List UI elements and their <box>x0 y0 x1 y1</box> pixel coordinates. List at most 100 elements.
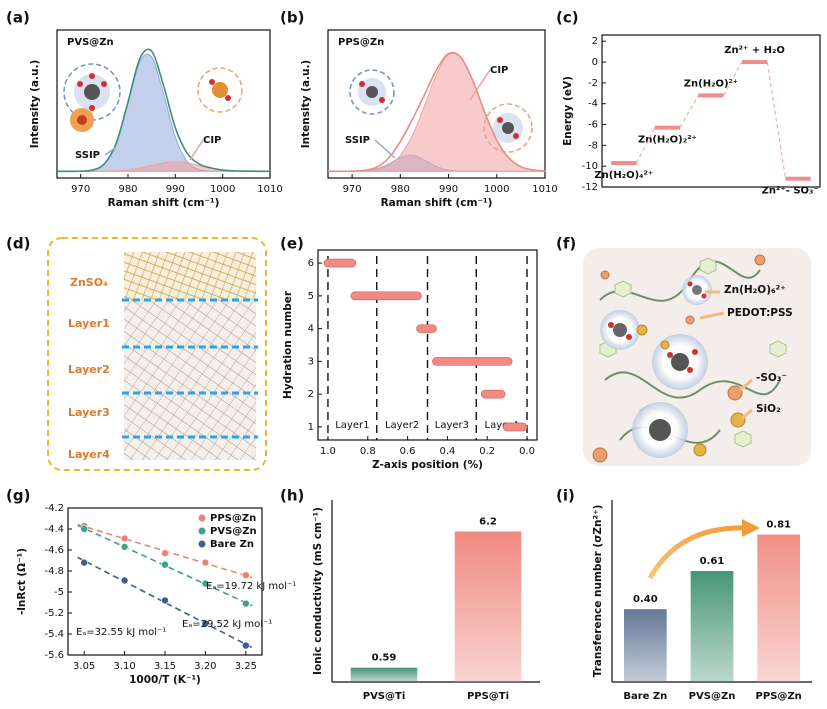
x-axis-label: 1000/T (K⁻¹) <box>129 674 201 686</box>
level-label: Zn(H₂O)₂²⁺ <box>638 135 697 146</box>
structure-sketch <box>583 248 811 466</box>
panel-label: (b) <box>280 9 304 27</box>
y-tick-label: -6 <box>588 120 598 131</box>
y-tick-label: 3 <box>308 356 314 367</box>
x-tick-label: 3.15 <box>154 661 176 672</box>
trend-arrow <box>647 525 749 580</box>
md-snapshot <box>47 237 267 471</box>
y-tick-label: -12 <box>582 182 598 193</box>
level-label: Zn(H₂O)₄²⁺ <box>594 170 653 181</box>
component-label: -SO₃⁻ <box>756 372 787 384</box>
activation-energy: Eₐ=19.72 kJ mol⁻¹ <box>206 581 296 592</box>
x-tick-label: 990 <box>439 184 458 195</box>
band-area <box>57 161 271 172</box>
panel-title: PVS@Zn <box>67 37 114 48</box>
hydration-segment <box>480 389 506 399</box>
data-point <box>201 579 210 588</box>
y-tick-label: -5.4 <box>44 629 64 640</box>
panel-label: (h) <box>280 487 304 505</box>
y-tick-label: 1 <box>308 422 314 433</box>
y-axis-label: Hydration number <box>282 290 294 399</box>
x-tick-label: 990 <box>166 184 185 195</box>
value-label: 0.81 <box>766 520 791 531</box>
y-tick-label: -5.2 <box>44 608 64 619</box>
x-tick-label: 0.6 <box>400 446 416 457</box>
region-label: Layer4 <box>485 420 519 431</box>
x-tick-label: PVS@Ti <box>363 691 406 702</box>
y-tick-label: -4.4 <box>44 524 64 535</box>
layer-label: Layer2 <box>68 363 110 376</box>
x-tick-label: 0.2 <box>479 446 495 457</box>
y-tick-label: -4.2 <box>44 503 64 514</box>
data-point <box>201 558 210 567</box>
value-label: 0.40 <box>633 594 658 605</box>
y-tick-label: 2 <box>308 389 314 400</box>
data-point <box>120 534 129 543</box>
value-label: 0.59 <box>372 653 397 664</box>
legend-marker <box>198 527 206 535</box>
data-point <box>242 599 250 608</box>
panel-label: (f) <box>556 235 576 253</box>
x-tick-label: 0.8 <box>360 446 376 457</box>
hydration-segment <box>502 422 528 432</box>
trend-arrow-head <box>742 519 760 537</box>
region-label-bg <box>429 418 474 432</box>
energy-level <box>654 125 681 130</box>
band-label: SSIP <box>75 150 100 161</box>
component-label: Zn(H₂O)₆²⁺ <box>724 284 786 296</box>
y-axis-label: Intensity (a.u.) <box>300 60 312 149</box>
y-tick-label: 5 <box>308 291 314 302</box>
panel-label: (i) <box>556 487 575 505</box>
annotation-arrow <box>189 139 204 161</box>
spectrum-line <box>327 51 546 173</box>
y-tick-label: -5.6 <box>44 650 64 661</box>
panel-label: (a) <box>6 9 30 27</box>
y-axis-label: Intensity (a.u.) <box>29 60 41 149</box>
y-tick-label: -8 <box>588 140 598 151</box>
legend-marker <box>198 540 206 548</box>
value-label: 0.61 <box>700 556 725 567</box>
x-tick-label: Bare Zn <box>623 691 667 702</box>
y-tick-label: 2 <box>592 36 598 47</box>
fit-line <box>77 556 253 649</box>
energy-level <box>611 161 637 166</box>
x-axis-label: Z-axis position (%) <box>372 459 483 471</box>
panel-label: (c) <box>556 9 579 27</box>
layer-label: Layer1 <box>68 317 110 330</box>
y-tick-label: 0 <box>592 57 598 68</box>
x-axis-label: Raman shift (cm⁻¹) <box>381 197 493 209</box>
level-label: Zn²⁺ + H₂O <box>724 45 785 56</box>
data-point <box>242 571 250 580</box>
y-tick-label: -5 <box>54 587 64 598</box>
x-tick-label: PPS@Ti <box>467 691 509 702</box>
data-point <box>80 525 88 533</box>
layer-label: Layer3 <box>68 406 110 419</box>
data-point <box>201 619 210 628</box>
region-label-bg <box>330 418 375 432</box>
plot-frame <box>327 29 546 179</box>
annotation-arrow <box>374 139 396 159</box>
y-axis-label: Energy (eV) <box>562 76 574 146</box>
x-tick-label: 3.20 <box>194 661 216 672</box>
bar <box>757 534 800 682</box>
activation-energy: Eₐ=32.55 kJ mol⁻¹ <box>76 627 166 638</box>
x-tick-label: 980 <box>118 184 137 195</box>
x-tick-label: 3.25 <box>235 661 257 672</box>
level-label: Zn(H₂O)²⁺ <box>684 78 738 89</box>
panel-label: (d) <box>6 235 30 253</box>
hydration-segment <box>350 291 422 301</box>
hydration-segment <box>416 324 437 333</box>
x-tick-label: 0.0 <box>519 446 535 457</box>
spectrum-line <box>56 48 271 173</box>
plot-frame <box>601 34 821 188</box>
x-tick-label: PPS@Zn <box>756 691 802 702</box>
panel-label: (g) <box>6 487 30 505</box>
layer-label: ZnSO₄ <box>70 276 108 289</box>
x-tick-label: 980 <box>391 184 410 195</box>
band-label: SSIP <box>345 135 370 146</box>
level-connector <box>723 61 743 96</box>
legend-label: Bare Zn <box>210 539 254 550</box>
x-axis-label: Raman shift (cm⁻¹) <box>108 197 220 209</box>
x-tick-label: 3.10 <box>113 661 135 672</box>
activation-energy: Eₐ=29.52 kJ mol⁻¹ <box>182 619 272 630</box>
